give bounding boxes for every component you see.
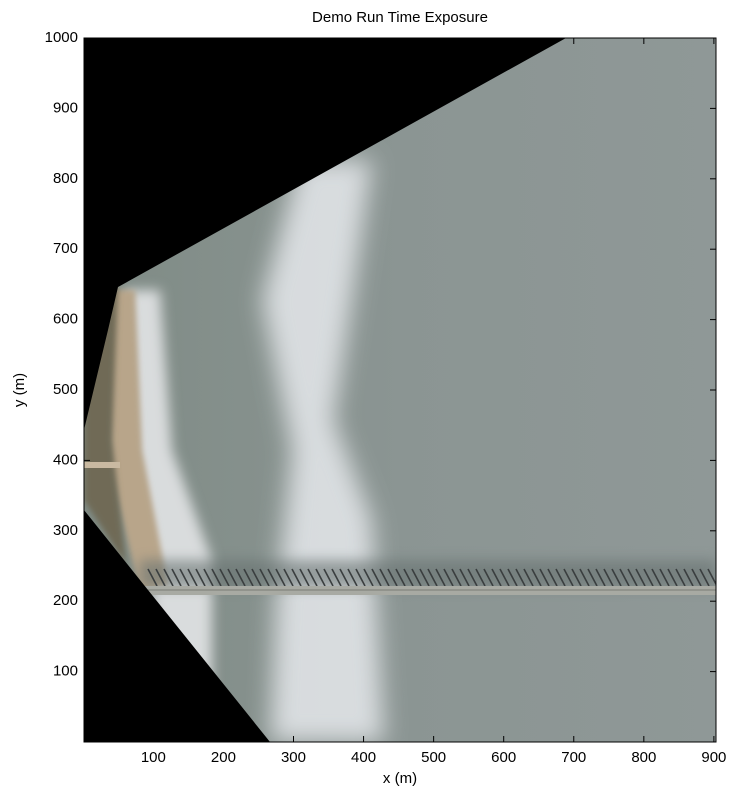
y-tick-label: 100 — [53, 663, 78, 680]
chart: Demo Run Time Exposure x (m) y (m) 100 20… — [0, 0, 730, 791]
y-tick-label: 300 — [53, 522, 78, 539]
x-axis-label: x (m) — [383, 770, 417, 787]
x-tick-label: 800 — [631, 749, 656, 766]
x-tick-label: 200 — [211, 749, 236, 766]
x-tick-label: 900 — [701, 749, 726, 766]
time-exposure-image — [84, 38, 717, 742]
x-tick-label: 400 — [351, 749, 376, 766]
y-tick-label: 400 — [53, 451, 78, 468]
y-tick-label: 1000 — [45, 29, 78, 46]
y-tick-label: 700 — [53, 240, 78, 257]
x-tick-label: 500 — [421, 749, 446, 766]
y-tick-label: 200 — [53, 592, 78, 609]
y-tick-label: 600 — [53, 311, 78, 328]
x-tick-label: 600 — [491, 749, 516, 766]
x-tick-label: 700 — [561, 749, 586, 766]
y-axis-label: y (m) — [11, 373, 28, 407]
y-tick-label: 900 — [53, 99, 78, 116]
x-tick-label: 100 — [141, 749, 166, 766]
y-tick-label: 500 — [53, 381, 78, 398]
page: Demo Run Time Exposure x (m) y (m) 100 20… — [0, 0, 730, 791]
x-tick-label: 300 — [281, 749, 306, 766]
y-tick-label: 800 — [53, 170, 78, 187]
chart-title: Demo Run Time Exposure — [312, 9, 488, 26]
